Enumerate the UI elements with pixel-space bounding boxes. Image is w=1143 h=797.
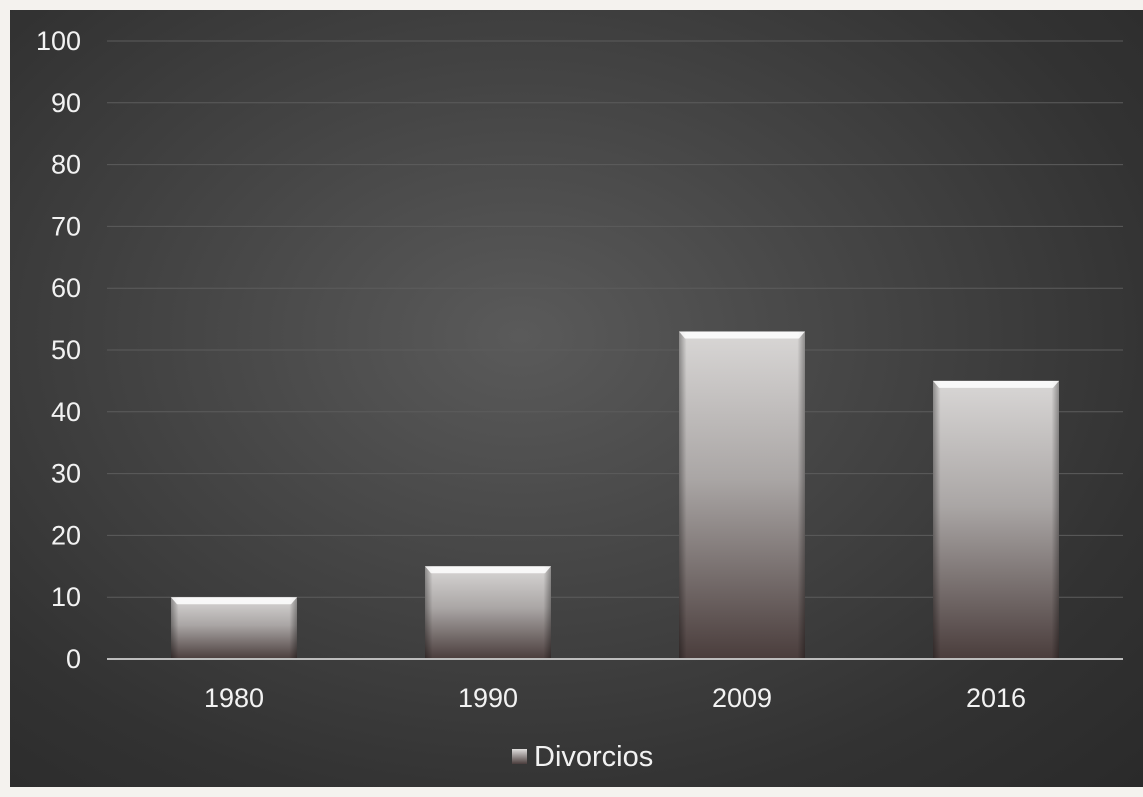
y-tick-label: 20	[51, 520, 81, 550]
x-tick-label: 1990	[458, 683, 518, 713]
legend: Divorcios	[512, 741, 653, 773]
y-tick-label: 80	[51, 150, 81, 180]
bar-bevel	[425, 566, 551, 574]
y-tick-label: 60	[51, 273, 81, 303]
y-tick-label: 30	[51, 459, 81, 489]
bar-1980	[171, 597, 297, 659]
bar-2016	[933, 380, 1059, 659]
bar-bevel	[679, 331, 805, 339]
bar-shade	[171, 597, 297, 659]
bars	[171, 331, 1059, 659]
bar-2009	[679, 331, 805, 659]
legend-label: Divorcios	[534, 741, 653, 773]
y-tick-label: 40	[51, 397, 81, 427]
y-tick-label: 70	[51, 211, 81, 241]
gridlines	[107, 40, 1123, 598]
x-tick-label: 1980	[204, 683, 264, 713]
bar-bevel	[171, 597, 297, 605]
x-tick-label: 2016	[966, 683, 1026, 713]
x-tick-label: 2009	[712, 683, 772, 713]
y-axis-ticks: 0 10 20 30 40 50 60 70 80 90 100	[36, 26, 81, 674]
chart-area: 0 10 20 30 40 50 60 70 80 90 100 1980 1990 2009 2016 …	[10, 10, 1143, 787]
bar-shade	[933, 380, 1059, 659]
bar-shade	[679, 331, 805, 659]
y-tick-label: 90	[51, 88, 81, 118]
bar-bevel	[933, 380, 1059, 388]
y-tick-label: 0	[66, 644, 81, 674]
legend-swatch	[512, 749, 527, 764]
y-tick-label: 100	[36, 26, 81, 56]
x-axis-ticks: 1980 1990 2009 2016	[204, 683, 1026, 713]
y-tick-label: 50	[51, 335, 81, 365]
bar-1990	[425, 566, 551, 659]
y-tick-label: 10	[51, 582, 81, 612]
bar-shade	[425, 566, 551, 659]
